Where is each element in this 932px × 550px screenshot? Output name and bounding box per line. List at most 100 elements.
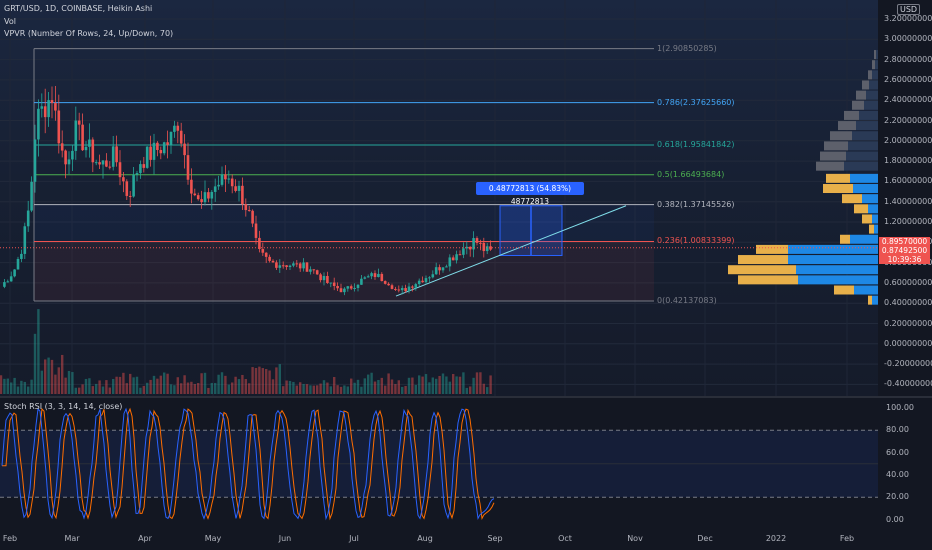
- volume-bar: [428, 382, 431, 394]
- volume-bar: [129, 373, 132, 394]
- candle: [305, 261, 309, 272]
- candle: [13, 269, 16, 278]
- candle: [251, 209, 254, 228]
- vpvr-row: [798, 275, 878, 285]
- candle: [298, 262, 302, 272]
- time-axis-label: Jun: [278, 534, 292, 543]
- stoch-rsi-axis-label: 0.00: [886, 514, 904, 524]
- stoch-rsi-legend[interactable]: Stoch RSI (3, 3, 14, 14, close): [4, 402, 123, 411]
- vpvr-row: [850, 173, 878, 183]
- volume-bar: [401, 386, 404, 394]
- candles: [3, 85, 492, 296]
- candle: [339, 283, 343, 293]
- price-axis-label: 1.80000000: [884, 156, 932, 166]
- vpvr-row: [848, 141, 878, 151]
- vpvr-row: [862, 80, 869, 90]
- candle: [57, 94, 61, 154]
- candle: [319, 272, 322, 283]
- vpvr-row: [853, 184, 878, 194]
- volume-bar: [101, 386, 105, 394]
- volume-bar: [207, 387, 210, 394]
- candle: [258, 230, 261, 253]
- vpvr-row: [874, 224, 878, 234]
- candle: [135, 170, 139, 182]
- price-axis[interactable]: 3.20000000 3.00000000 2.80000000 2.60000000…: [878, 0, 932, 396]
- price-chart-canvas[interactable]: [0, 0, 878, 396]
- volume-bar: [397, 380, 400, 394]
- volume-bar: [445, 376, 448, 394]
- stoch-rsi-axis-label: 100.00: [886, 403, 914, 412]
- stoch-rsi-pane[interactable]: Stoch RSI (3, 3, 14, 14, close): [0, 398, 878, 530]
- candle: [94, 159, 98, 166]
- candle: [285, 264, 288, 270]
- volume-bar: [118, 376, 122, 394]
- candle: [193, 188, 197, 197]
- candle: [43, 88, 47, 134]
- stoch-d-line: [2, 407, 495, 521]
- volume-bar: [241, 374, 244, 394]
- volume-bar: [71, 372, 74, 394]
- volume-bar: [166, 373, 169, 394]
- candle: [315, 269, 319, 275]
- candle: [458, 250, 462, 256]
- volume-legend[interactable]: Vol: [4, 17, 16, 26]
- volume-bar: [275, 367, 278, 394]
- fib-level-label: 0.382(1.37145526): [657, 199, 735, 209]
- volume-bar: [407, 377, 411, 394]
- price-axis-label: 2.60000000: [884, 74, 932, 84]
- volume-bar: [146, 382, 149, 394]
- volume-bar: [452, 374, 455, 394]
- candle: [424, 275, 428, 285]
- candle: [489, 240, 492, 251]
- volume-bar: [254, 367, 258, 394]
- candle: [23, 222, 27, 259]
- vpvr-row: [850, 234, 878, 244]
- pane-divider[interactable]: [0, 396, 932, 398]
- vpvr-row: [872, 70, 878, 80]
- volume-bar: [125, 383, 128, 394]
- vpvr-row: [854, 204, 868, 214]
- candle: [438, 264, 441, 275]
- volume-bar: [370, 372, 373, 394]
- volume-bar: [336, 385, 339, 394]
- time-axis-label: May: [204, 534, 222, 543]
- candle: [84, 141, 88, 158]
- candle: [105, 153, 108, 168]
- price-chart-pane[interactable]: GRT/USD, 1D, COINBASE, Heikin Ashi Vol V…: [0, 0, 878, 396]
- candle: [448, 254, 452, 272]
- candle: [343, 287, 346, 296]
- volume-bar: [356, 379, 360, 394]
- currency-badge[interactable]: USD: [897, 4, 921, 15]
- fib-retracement: [33, 48, 654, 302]
- volume-bar: [210, 382, 213, 394]
- fib-level-label: 0.786(2.37625660): [657, 97, 735, 107]
- stoch-rsi-canvas[interactable]: [0, 398, 878, 530]
- volume-bar: [224, 375, 227, 394]
- time-axis[interactable]: Feb Mar Apr May Jun Jul Aug Sep Oct Nov Dec 2022 Feb: [0, 530, 878, 550]
- measure-label[interactable]: 0.48772813 (54.83%) 48772813: [476, 182, 584, 206]
- volume-bar: [237, 379, 241, 394]
- volume-bar: [421, 376, 424, 394]
- vpvr-row: [869, 224, 874, 234]
- volume-bar: [139, 387, 142, 394]
- volume-bar: [163, 372, 166, 394]
- candle: [30, 176, 33, 213]
- fib-level-label: 0.5(1.66493684): [657, 169, 725, 179]
- vpvr-row: [852, 131, 878, 141]
- volume-bar: [271, 379, 275, 394]
- candle: [64, 149, 67, 179]
- vpvr-row: [838, 121, 856, 131]
- volume-bar: [220, 372, 224, 394]
- volume-bar: [288, 380, 292, 394]
- candle: [220, 166, 224, 187]
- volume-bar: [411, 377, 414, 394]
- candle: [71, 144, 74, 172]
- candle: [162, 141, 166, 156]
- vpvr-legend[interactable]: VPVR (Number Of Rows, 24, Up/Down, 70): [4, 29, 174, 38]
- volume-bar: [149, 379, 152, 394]
- vpvr-row: [823, 184, 853, 194]
- symbol-legend[interactable]: GRT/USD, 1D, COINBASE, Heikin Ashi: [4, 4, 153, 13]
- volume-bar: [16, 386, 20, 394]
- volume-bar: [40, 370, 43, 394]
- stoch-rsi-axis[interactable]: 100.00 80.00 60.00 40.00 20.00 0.00: [878, 398, 932, 530]
